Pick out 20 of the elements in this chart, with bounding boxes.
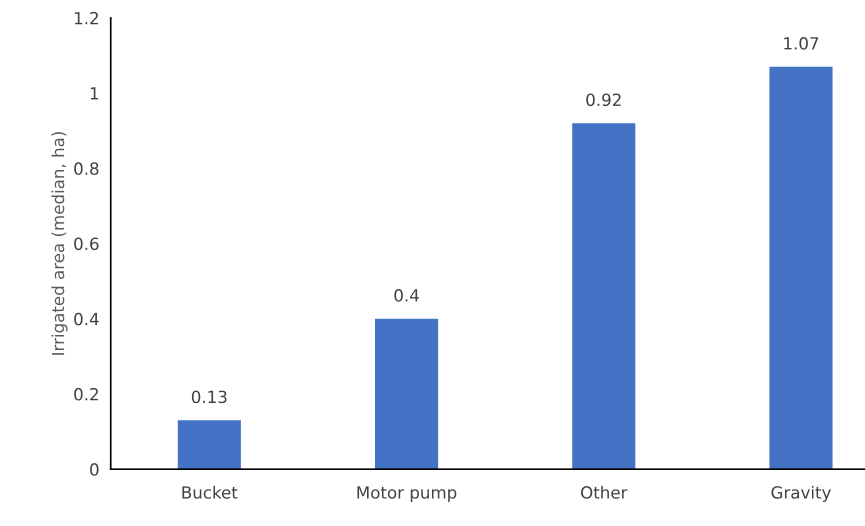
y-tick-label: 0.2: [74, 388, 98, 401]
x-tick-label: Bucket: [182, 486, 238, 499]
data-label: 0.92: [586, 93, 621, 106]
bar: [769, 66, 833, 470]
bar: [374, 318, 438, 470]
x-tick-label: Other: [581, 486, 628, 499]
y-tick-label: 0: [90, 463, 98, 476]
x-tick-label: Gravity: [771, 486, 831, 502]
y-axis-title: Irrigated area (median, ha): [51, 132, 68, 355]
y-tick-label: 1.2: [74, 12, 98, 24]
data-label: 0.13: [192, 390, 227, 404]
y-tick-label: 0.6: [74, 238, 99, 250]
y-tick-label: 0.4: [74, 312, 99, 326]
x-tick-label: Motor pump: [357, 486, 456, 502]
y-tick-label: 0.8: [74, 162, 98, 175]
y-tick-label: 1: [90, 87, 98, 100]
bar: [572, 123, 636, 470]
bar: [178, 420, 241, 470]
data-label: 1.07: [784, 37, 818, 50]
data-label: 0.4: [394, 289, 419, 302]
